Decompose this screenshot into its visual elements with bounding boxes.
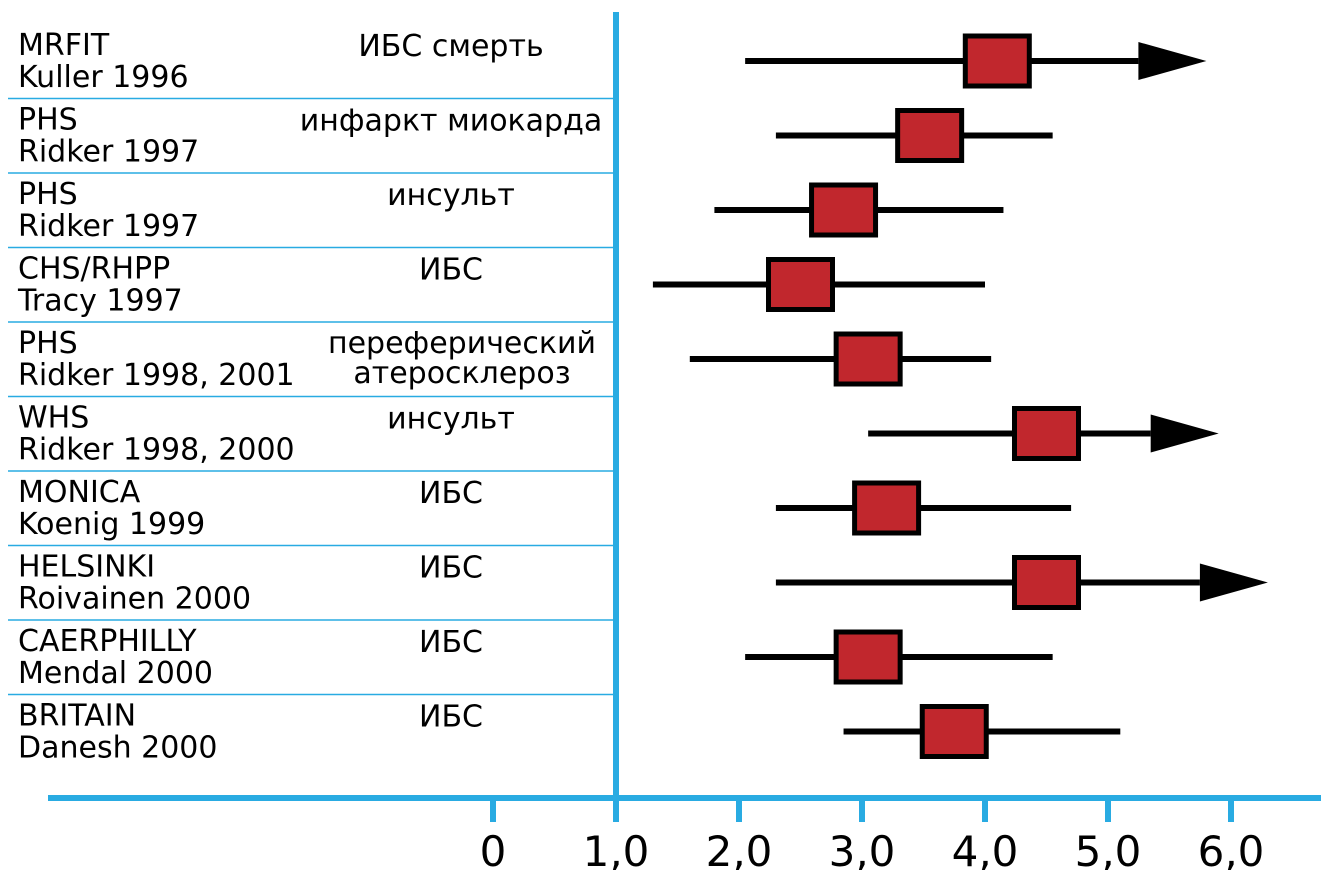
x-tick-label: 4,0: [952, 827, 1019, 870]
outcome-label: ИБС смерть: [358, 29, 543, 64]
study-author: Tracy 1997: [17, 284, 183, 319]
outcome-label: инфаркт миокарда: [300, 104, 602, 139]
study-author: Danesh 2000: [18, 731, 217, 766]
x-tick-label: 0: [480, 827, 507, 870]
estimate-box: [1012, 555, 1081, 610]
study-name: CHS/RHPP: [18, 252, 170, 287]
row-separators: [8, 97, 616, 696]
estimate-box: [833, 629, 903, 685]
interval-arrow: [1199, 563, 1268, 602]
x-tick-label: 3,0: [829, 827, 896, 870]
study-author: Mendal 2000: [18, 656, 213, 691]
estimate-box: [852, 480, 922, 536]
study-name: WHS: [18, 401, 89, 436]
estimate-box: [833, 331, 903, 387]
x-tick-label: 5,0: [1075, 827, 1142, 870]
x-tick-label: 2,0: [706, 827, 773, 870]
interval-arrow: [1150, 414, 1219, 453]
outcome-label: ИБС: [419, 253, 483, 288]
study-name: MONICA: [18, 475, 141, 510]
interval-arrow: [1138, 42, 1207, 80]
study-name: PHS: [18, 103, 78, 138]
study-author: Roivainen 2000: [18, 582, 251, 617]
outcome-label: переферический: [328, 326, 596, 361]
estimate-box: [962, 33, 1032, 89]
outcome-label: инсульт: [387, 402, 515, 437]
estimate-box: [895, 108, 965, 163]
estimate-box: [1012, 406, 1081, 461]
outcome-label: ИБС: [419, 476, 483, 511]
estimate-box: [766, 257, 835, 312]
outcome-label: атеросклероз: [353, 356, 570, 391]
study-author: Ridker 1998, 2001: [18, 358, 295, 393]
study-author: Ridker 1998, 2000: [18, 433, 295, 468]
study-name: BRITAIN: [18, 699, 136, 734]
estimate-box: [919, 704, 989, 759]
x-tick-label: 1,0: [583, 827, 650, 870]
estimate-box: [809, 182, 879, 238]
x-tick-label: 6,0: [1198, 827, 1265, 870]
x-axis: 0 1,0 2,0 3,0 4,0 5,0 6,0: [48, 12, 1321, 870]
outcome-label: ИБС: [419, 625, 483, 660]
study-name: HELSINKI: [18, 550, 155, 585]
study-name: CAERPHILLY: [18, 624, 197, 659]
study-name: PHS: [18, 326, 78, 361]
study-name: PHS: [18, 177, 78, 212]
study-author: Kuller 1996: [18, 60, 189, 95]
study-author: Ridker 1997: [18, 209, 199, 244]
study-name: MRFIT: [18, 28, 110, 63]
outcome-label: инсульт: [387, 178, 515, 213]
outcome-label: ИБС: [419, 551, 483, 586]
study-author: Koenig 1999: [18, 507, 205, 542]
estimate-marks: [652, 33, 1268, 759]
outcome-label: ИБС: [419, 700, 483, 735]
study-author: Ridker 1997: [18, 135, 199, 170]
